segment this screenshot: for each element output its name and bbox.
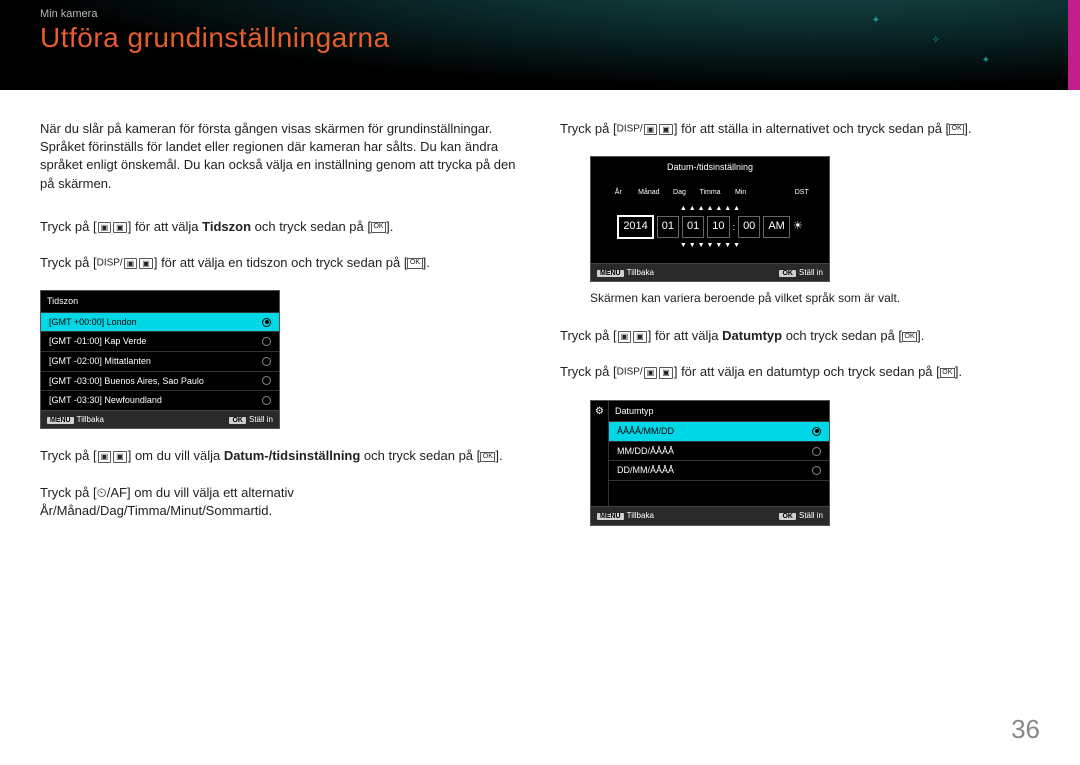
radio-icon: [812, 466, 821, 475]
ok-set[interactable]: OKStäll in: [779, 267, 823, 279]
step-7: Tryck på [DISP/▣▣] för att välja en datu…: [560, 363, 1040, 381]
radio-icon: [812, 427, 821, 436]
page-header: Min kamera Utföra grundinställningarna ✦…: [0, 0, 1080, 90]
sparkle-icon: ✦: [982, 55, 990, 66]
datetime-panel: Datum-/tidsinställning År Månad Dag Timm…: [590, 156, 830, 282]
arrows-down: ▼ ▼ ▼ ▼ ▼ ▼ ▼: [599, 239, 821, 253]
nav-icon: ▣: [644, 367, 658, 379]
nav-icon: ▣: [618, 331, 632, 343]
timezone-row[interactable]: [GMT +00:00] London: [41, 312, 279, 332]
ok-icon: OK: [940, 368, 955, 378]
step-4: Tryck på [⏲/AF] om du vill välja ett alt…: [40, 484, 520, 520]
nav-icon: ▣: [633, 331, 647, 343]
day-cell[interactable]: 01: [682, 216, 704, 237]
step-1: Tryck på [▣▣] för att välja Tidszon och …: [40, 218, 520, 236]
datetype-row[interactable]: MM/DD/ÅÅÅÅ: [609, 441, 829, 461]
ok-set[interactable]: OKStäll in: [229, 414, 273, 426]
radio-icon: [262, 357, 271, 366]
ok-icon: OK: [371, 222, 386, 232]
nav-icon: ▣: [98, 451, 112, 463]
nav-icon: ▣: [644, 124, 658, 136]
note-text: Skärmen kan variera beroende på vilket s…: [590, 290, 1040, 307]
ampm-cell[interactable]: AM: [763, 216, 790, 237]
step-3: Tryck på [▣▣] om du vill välja Datum-/ti…: [40, 447, 520, 465]
gear-icon: ⚙: [591, 401, 609, 506]
nav-icon: ▣: [113, 222, 127, 234]
menu-back[interactable]: MENUTillbaka: [597, 267, 654, 279]
step-5: Tryck på [DISP/▣▣] för att ställa in alt…: [560, 120, 1040, 138]
left-column: När du slår på kameran för första gången…: [40, 120, 520, 538]
timer-icon: ⏲/: [97, 485, 111, 500]
timezone-panel: Tidszon [GMT +00:00] London [GMT -01:00]…: [40, 290, 280, 429]
step-6: Tryck på [▣▣] för att välja Datumtyp och…: [560, 327, 1040, 345]
panel-footer: MENUTillbaka OKStäll in: [41, 410, 279, 429]
datetype-row[interactable]: DD/MM/ÅÅÅÅ: [609, 460, 829, 480]
radio-icon: [262, 376, 271, 385]
disp-icon: DISP/: [617, 124, 643, 135]
datetype-panel: ⚙ Datumtyp ÅÅÅÅ/MM/DD MM/DD/ÅÅÅÅ DD/MM/Å…: [590, 400, 830, 526]
timezone-row[interactable]: [GMT -02:00] Mittatlanten: [41, 351, 279, 371]
hour-cell[interactable]: 10: [707, 216, 729, 237]
disp-icon: DISP/: [617, 367, 643, 378]
radio-icon: [812, 447, 821, 456]
step-2: Tryck på [DISP/▣▣] för att välja en tids…: [40, 254, 520, 272]
af-icon: AF: [110, 485, 127, 500]
year-cell[interactable]: 2014: [617, 215, 653, 238]
content-columns: När du slår på kameran för första gången…: [0, 90, 1080, 538]
dt-labels: År Månad Dag Timma Min DST: [599, 188, 821, 202]
minute-cell[interactable]: 00: [738, 216, 760, 237]
arrows-up: ▲ ▲ ▲ ▲ ▲ ▲ ▲: [599, 202, 821, 216]
dt-values[interactable]: 2014 01 01 10 : 00 AM ☀: [599, 215, 821, 238]
nav-icon: ▣: [124, 258, 138, 270]
dst-icon[interactable]: ☀: [793, 219, 803, 234]
ok-set[interactable]: OKStäll in: [779, 510, 823, 522]
menu-back[interactable]: MENUTillbaka: [47, 414, 104, 426]
panel-footer: MENUTillbaka OKStäll in: [591, 506, 829, 525]
panel-title: Datum-/tidsinställning: [591, 157, 829, 178]
panel-footer: MENUTillbaka OKStäll in: [591, 263, 829, 282]
breadcrumb: Min kamera: [40, 8, 1040, 20]
radio-icon: [262, 337, 271, 346]
timezone-row[interactable]: [GMT -01:00] Kap Verde: [41, 331, 279, 351]
intro-text: När du slår på kameran för första gången…: [40, 120, 520, 193]
datetype-row[interactable]: ÅÅÅÅ/MM/DD: [609, 421, 829, 441]
ok-icon: OK: [407, 258, 422, 268]
sparkle-icon: ✧: [932, 35, 940, 46]
nav-icon: ▣: [659, 367, 673, 379]
panel-title: Datumtyp: [609, 401, 829, 422]
ok-icon: OK: [480, 452, 495, 462]
radio-icon: [262, 318, 271, 327]
nav-icon: ▣: [659, 124, 673, 136]
disp-icon: DISP/: [97, 258, 123, 269]
menu-back[interactable]: MENUTillbaka: [597, 510, 654, 522]
radio-icon: [262, 396, 271, 405]
month-cell[interactable]: 01: [657, 216, 679, 237]
page-title: Utföra grundinställningarna: [40, 22, 1040, 54]
ok-icon: OK: [949, 124, 964, 134]
nav-icon: ▣: [139, 258, 153, 270]
timezone-row[interactable]: [GMT -03:00] Buenos Aires, Sao Paulo: [41, 371, 279, 391]
ok-icon: OK: [902, 332, 917, 342]
side-tab: [1068, 0, 1080, 90]
panel-title: Tidszon: [41, 291, 279, 312]
nav-icon: ▣: [113, 451, 127, 463]
nav-icon: ▣: [98, 222, 112, 234]
right-column: Tryck på [DISP/▣▣] för att ställa in alt…: [560, 120, 1040, 538]
timezone-row[interactable]: [GMT -03:30] Newfoundland: [41, 390, 279, 410]
page-number: 36: [1011, 714, 1040, 745]
sparkle-icon: ✦: [872, 15, 880, 26]
